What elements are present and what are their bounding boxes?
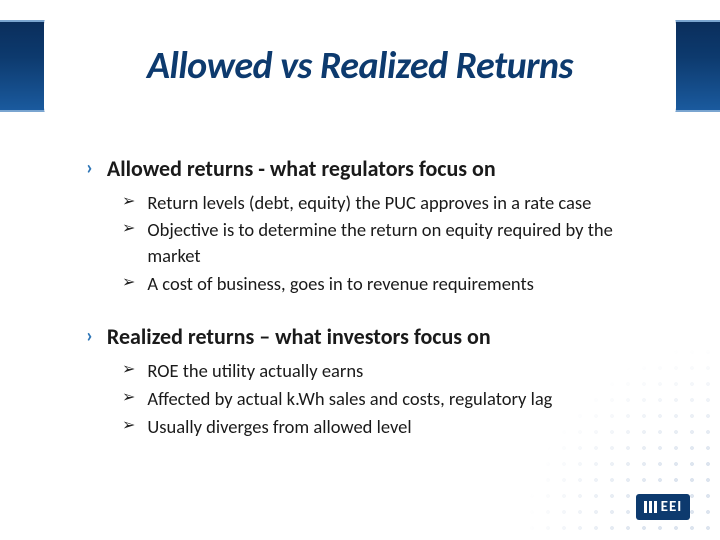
section-heading: › Realized returns – what investors focu…	[86, 323, 660, 352]
section-allowed: › Allowed returns - what regulators focu…	[86, 155, 660, 297]
list-item: ➢ Return levels (debt, equity) the PUC a…	[122, 190, 660, 216]
item-text: Objective is to determine the return on …	[147, 217, 660, 269]
section-title: Realized returns – what investors focus …	[107, 323, 491, 352]
section-heading: › Allowed returns - what regulators focu…	[86, 155, 660, 184]
section-items: ➢ Return levels (debt, equity) the PUC a…	[122, 190, 660, 298]
list-item: ➢ Usually diverges from allowed level	[122, 414, 660, 440]
list-item: ➢ Objective is to determine the return o…	[122, 217, 660, 269]
item-text: Usually diverges from allowed level	[147, 414, 411, 440]
arrow-icon: ➢	[122, 190, 135, 213]
arrow-icon: ➢	[122, 358, 135, 381]
item-text: A cost of business, goes in to revenue r…	[147, 271, 533, 297]
slide-title-box: Allowed vs Realized Returns	[44, 12, 676, 120]
arrow-icon: ➢	[122, 271, 135, 294]
list-item: ➢ Affected by actual k.Wh sales and cost…	[122, 386, 660, 412]
item-text: Return levels (debt, equity) the PUC app…	[147, 190, 591, 216]
section-title: Allowed returns - what regulators focus …	[107, 155, 496, 184]
logo-stripes-icon	[644, 501, 657, 513]
arrow-icon: ➢	[122, 386, 135, 409]
item-text: Affected by actual k.Wh sales and costs,…	[147, 386, 552, 412]
section-items: ➢ ROE the utility actually earns ➢ Affec…	[122, 358, 660, 440]
section-bullet-icon: ›	[86, 323, 93, 349]
arrow-icon: ➢	[122, 217, 135, 240]
item-text: ROE the utility actually earns	[147, 358, 363, 384]
section-realized: › Realized returns – what investors focu…	[86, 323, 660, 439]
slide-content: › Allowed returns - what regulators focu…	[86, 155, 660, 465]
section-bullet-icon: ›	[86, 155, 93, 181]
list-item: ➢ ROE the utility actually earns	[122, 358, 660, 384]
arrow-icon: ➢	[122, 414, 135, 437]
logo-text: EEI	[661, 498, 683, 516]
slide-title: Allowed vs Realized Returns	[147, 43, 573, 89]
eei-logo: EEI	[636, 494, 690, 520]
list-item: ➢ A cost of business, goes in to revenue…	[122, 271, 660, 297]
